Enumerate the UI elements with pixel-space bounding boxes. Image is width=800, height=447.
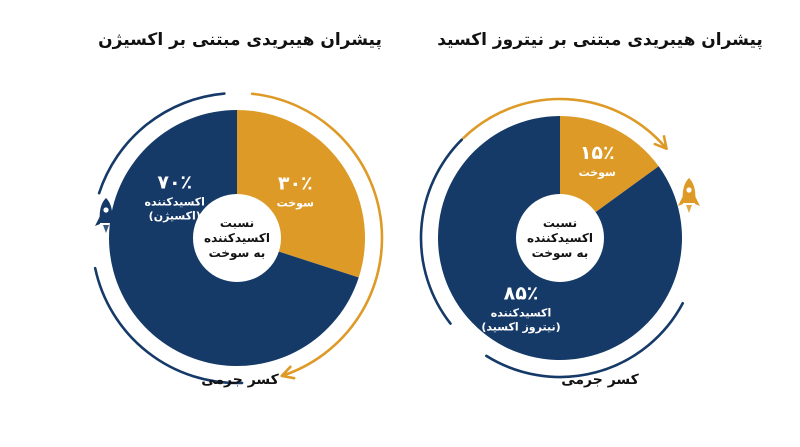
pie-label-oxidizer-text: (نیتروز اکسید): [481, 321, 560, 334]
pie-label-oxidizer-value: ۷۰٪: [157, 171, 192, 193]
pie-center-disc: [193, 194, 281, 282]
oxidizer-arrow-arc: [93, 266, 244, 385]
fuel-arrow-head: [280, 365, 296, 380]
oxidizer-arrow-arc: [485, 301, 685, 379]
fuel-arrow-head: [653, 135, 668, 150]
pie-center-label: نسبت: [543, 216, 577, 230]
pie-center-label: اکسیدکننده: [527, 231, 593, 245]
chart-title-oxygen: پیشران هیبریدی مبتنی بر اکسیژن: [98, 30, 382, 50]
oxidizer-arrow-arc: [97, 92, 226, 195]
oxidizer-arrow-arc: [419, 138, 464, 325]
pie-label-oxidizer-text: اکسیدکننده: [491, 307, 551, 320]
fuel-arrow-arc: [250, 92, 384, 378]
pie-center-label: به سوخت: [209, 246, 266, 261]
pie-center-label: اکسیدکننده: [204, 231, 270, 245]
pie-label-fuel-text: سوخت: [579, 166, 616, 179]
pie-label-oxidizer-text: اکسیدکننده: [145, 195, 205, 208]
chart-footer-oxygen: کسر جرمی: [201, 372, 279, 388]
pie-label-fuel-value: ۱۵٪: [580, 142, 615, 164]
rocket-icon: [678, 178, 700, 213]
pie-label-fuel-text: سوخت: [277, 197, 314, 210]
pie-label-fuel-value: ۳۰٪: [278, 173, 313, 195]
pie-center-label: به سوخت: [532, 246, 589, 261]
pie-center-label: نسبت: [220, 216, 254, 230]
rocket-icon: [95, 198, 117, 233]
pie-label-oxidizer-value: ۸۵٪: [504, 283, 539, 305]
pie-label-oxidizer-text: (اکسیژن): [149, 209, 201, 222]
pie-center-disc: [516, 194, 604, 282]
chart-title-nitrous-oxide: پیشران هیبریدی مبتنی بر نیتروز اکسید: [437, 30, 763, 50]
fuel-arrow-arc: [462, 97, 668, 150]
chart-footer-nitrous-oxide: کسر جرمی: [561, 372, 639, 388]
